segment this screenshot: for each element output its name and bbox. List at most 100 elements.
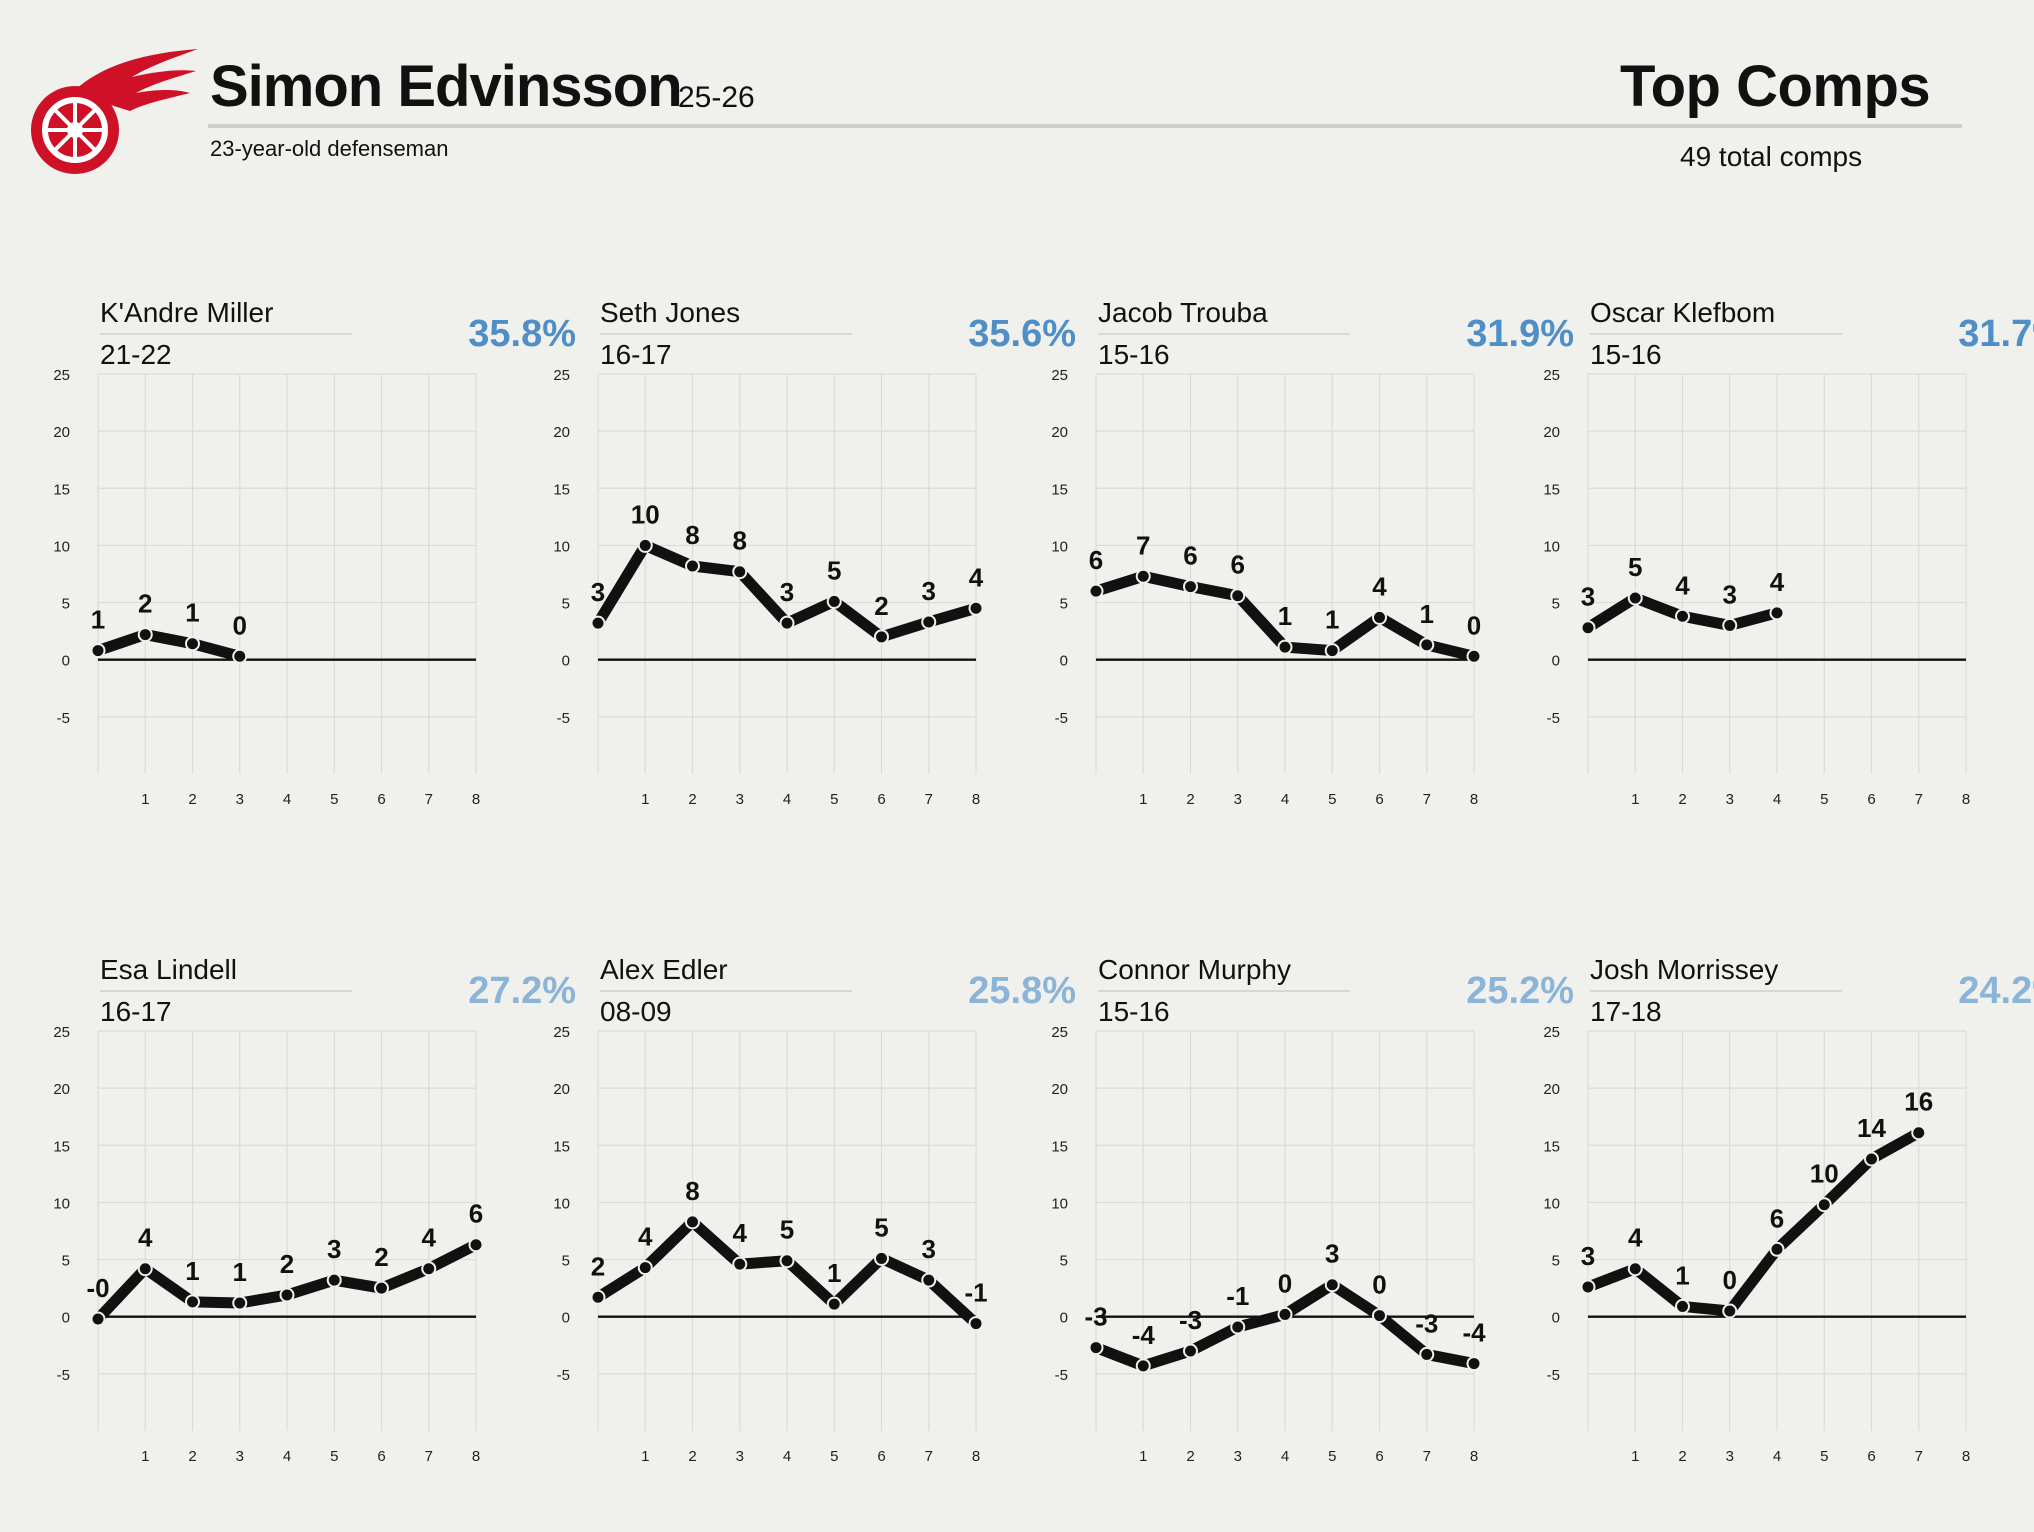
x-tick-label: 3 [1234, 1448, 1242, 1465]
y-tick-label: 10 [53, 1195, 70, 1212]
data-label: -4 [1132, 1320, 1156, 1350]
comp-panel: Josh Morrissey17-1824.2%2520151050-51234… [1543, 953, 2034, 1513]
data-point [1372, 609, 1387, 625]
data-point [374, 1280, 389, 1296]
x-tick-label: 5 [830, 1448, 838, 1465]
data-point [1230, 1319, 1246, 1335]
data-label: 5 [874, 1212, 888, 1242]
x-tick-label: 1 [1139, 791, 1147, 808]
data-label: 3 [327, 1234, 341, 1264]
data-point [1419, 1346, 1435, 1362]
y-tick-label: 15 [1543, 481, 1560, 498]
y-tick-label: -5 [1547, 1367, 1560, 1384]
y-tick-label: -5 [557, 710, 570, 727]
comp-panel: Jacob Trouba 15-16 31.9% 25 20 15 10 5 0 -5 1 2 3 4 5 6… [1051, 296, 1578, 856]
comp-season: 15-16 [1098, 996, 1170, 1027]
data-label: 0 [1372, 1270, 1386, 1300]
y-tick-label: 5 [562, 596, 570, 613]
x-tick-label: 6 [1867, 791, 1875, 808]
y-tick-label: 5 [1060, 596, 1068, 613]
data-point [637, 1260, 653, 1276]
data-label: 1 [1420, 599, 1434, 629]
x-tick-label: 7 [1915, 1448, 1923, 1465]
y-tick-label: 15 [553, 481, 570, 498]
y-tick-label: -5 [1055, 710, 1068, 727]
data-label: -3 [1179, 1305, 1202, 1335]
comp-season: 15-16 [1098, 339, 1170, 370]
y-tick-label: 0 [1060, 653, 1068, 670]
x-tick-label: 2 [688, 791, 696, 808]
data-label: 4 [1372, 571, 1387, 601]
y-tick-label: -5 [57, 710, 70, 727]
data-label: 2 [591, 1251, 605, 1281]
data-point [1580, 1279, 1596, 1295]
x-tick-label: 8 [472, 1448, 480, 1465]
data-label: 3 [780, 577, 794, 607]
data-label: -3 [1415, 1308, 1438, 1338]
data-label: 6 [1231, 550, 1245, 580]
data-label: 2 [874, 591, 888, 621]
data-label: 0 [233, 610, 247, 640]
data-point [779, 615, 795, 631]
x-tick-label: 7 [425, 1448, 433, 1465]
data-point [1675, 608, 1690, 624]
data-point [1627, 590, 1643, 606]
data-point [1419, 637, 1435, 653]
x-tick-label: 6 [1375, 791, 1383, 808]
y-tick-label: 25 [1543, 1024, 1560, 1041]
data-point [1277, 639, 1293, 655]
data-point [1324, 643, 1340, 659]
x-tick-label: 5 [330, 1448, 338, 1465]
data-label: 1 [91, 605, 105, 635]
data-label: 6 [1183, 541, 1197, 571]
comp-similarity-pct: 24.2% [1958, 970, 2034, 1012]
y-tick-label: -5 [557, 1367, 570, 1384]
y-tick-label: 0 [62, 1310, 70, 1327]
y-tick-label: 0 [62, 653, 70, 670]
data-label: 3 [1581, 582, 1595, 612]
data-point [1230, 588, 1246, 604]
comp-name-divider [600, 333, 852, 335]
data-label: 10 [631, 499, 660, 529]
data-point [1324, 1277, 1340, 1293]
comp-name-divider [1590, 333, 1842, 335]
series-line [92, 629, 246, 662]
comp-panel: Oscar Klefbom 15-16 31.7% 25 20 15 10 5 0 -5 1 2 3 4 5… [1543, 296, 2034, 856]
x-tick-label: 1 [141, 1448, 149, 1465]
data-label: 14 [1857, 1113, 1886, 1143]
x-tick-label: 5 [1328, 1448, 1336, 1465]
x-tick-label: 2 [188, 791, 196, 808]
data-point [1769, 605, 1785, 621]
comp-name-divider [1590, 990, 1842, 992]
red-wings-winged-wheel-logo [31, 49, 198, 174]
comps-count: 49 total comps [1680, 141, 1863, 172]
comp-season: 16-17 [100, 996, 172, 1027]
x-tick-label: 3 [1234, 791, 1242, 808]
data-point [637, 537, 653, 553]
data-point [1816, 1197, 1832, 1213]
x-tick-label: 7 [925, 1448, 933, 1465]
x-tick-label: 6 [377, 791, 385, 808]
y-tick-label: 20 [553, 1081, 570, 1098]
x-tick-label: 1 [1631, 1448, 1639, 1465]
x-tick-label: 2 [688, 1448, 696, 1465]
data-point [1088, 583, 1104, 599]
comp-name: K'Andre Miller [100, 297, 274, 328]
x-tick-label: 2 [1186, 1448, 1194, 1465]
data-label: -4 [1462, 1318, 1486, 1348]
data-point [137, 627, 153, 643]
comp-name: Esa Lindell [100, 954, 237, 985]
x-tick-label: 4 [1281, 1448, 1289, 1465]
data-point [1769, 1241, 1785, 1257]
player-season: 25-26 [678, 81, 755, 114]
x-tick-label: 4 [1773, 791, 1781, 808]
x-tick-label: 5 [1820, 791, 1828, 808]
comp-chart: 25 20 15 10 5 0 -5 1 2 3 4 5 6 7 8 -3 -4 -3 -1 0 3 0 -3 -4 [1051, 1024, 1486, 1465]
x-tick-label: 5 [1820, 1448, 1828, 1465]
data-label: -0 [86, 1273, 109, 1303]
y-tick-label: 10 [53, 538, 70, 555]
x-tick-label: 1 [641, 1448, 649, 1465]
data-point [826, 1296, 842, 1312]
y-tick-label: 0 [1552, 1310, 1560, 1327]
